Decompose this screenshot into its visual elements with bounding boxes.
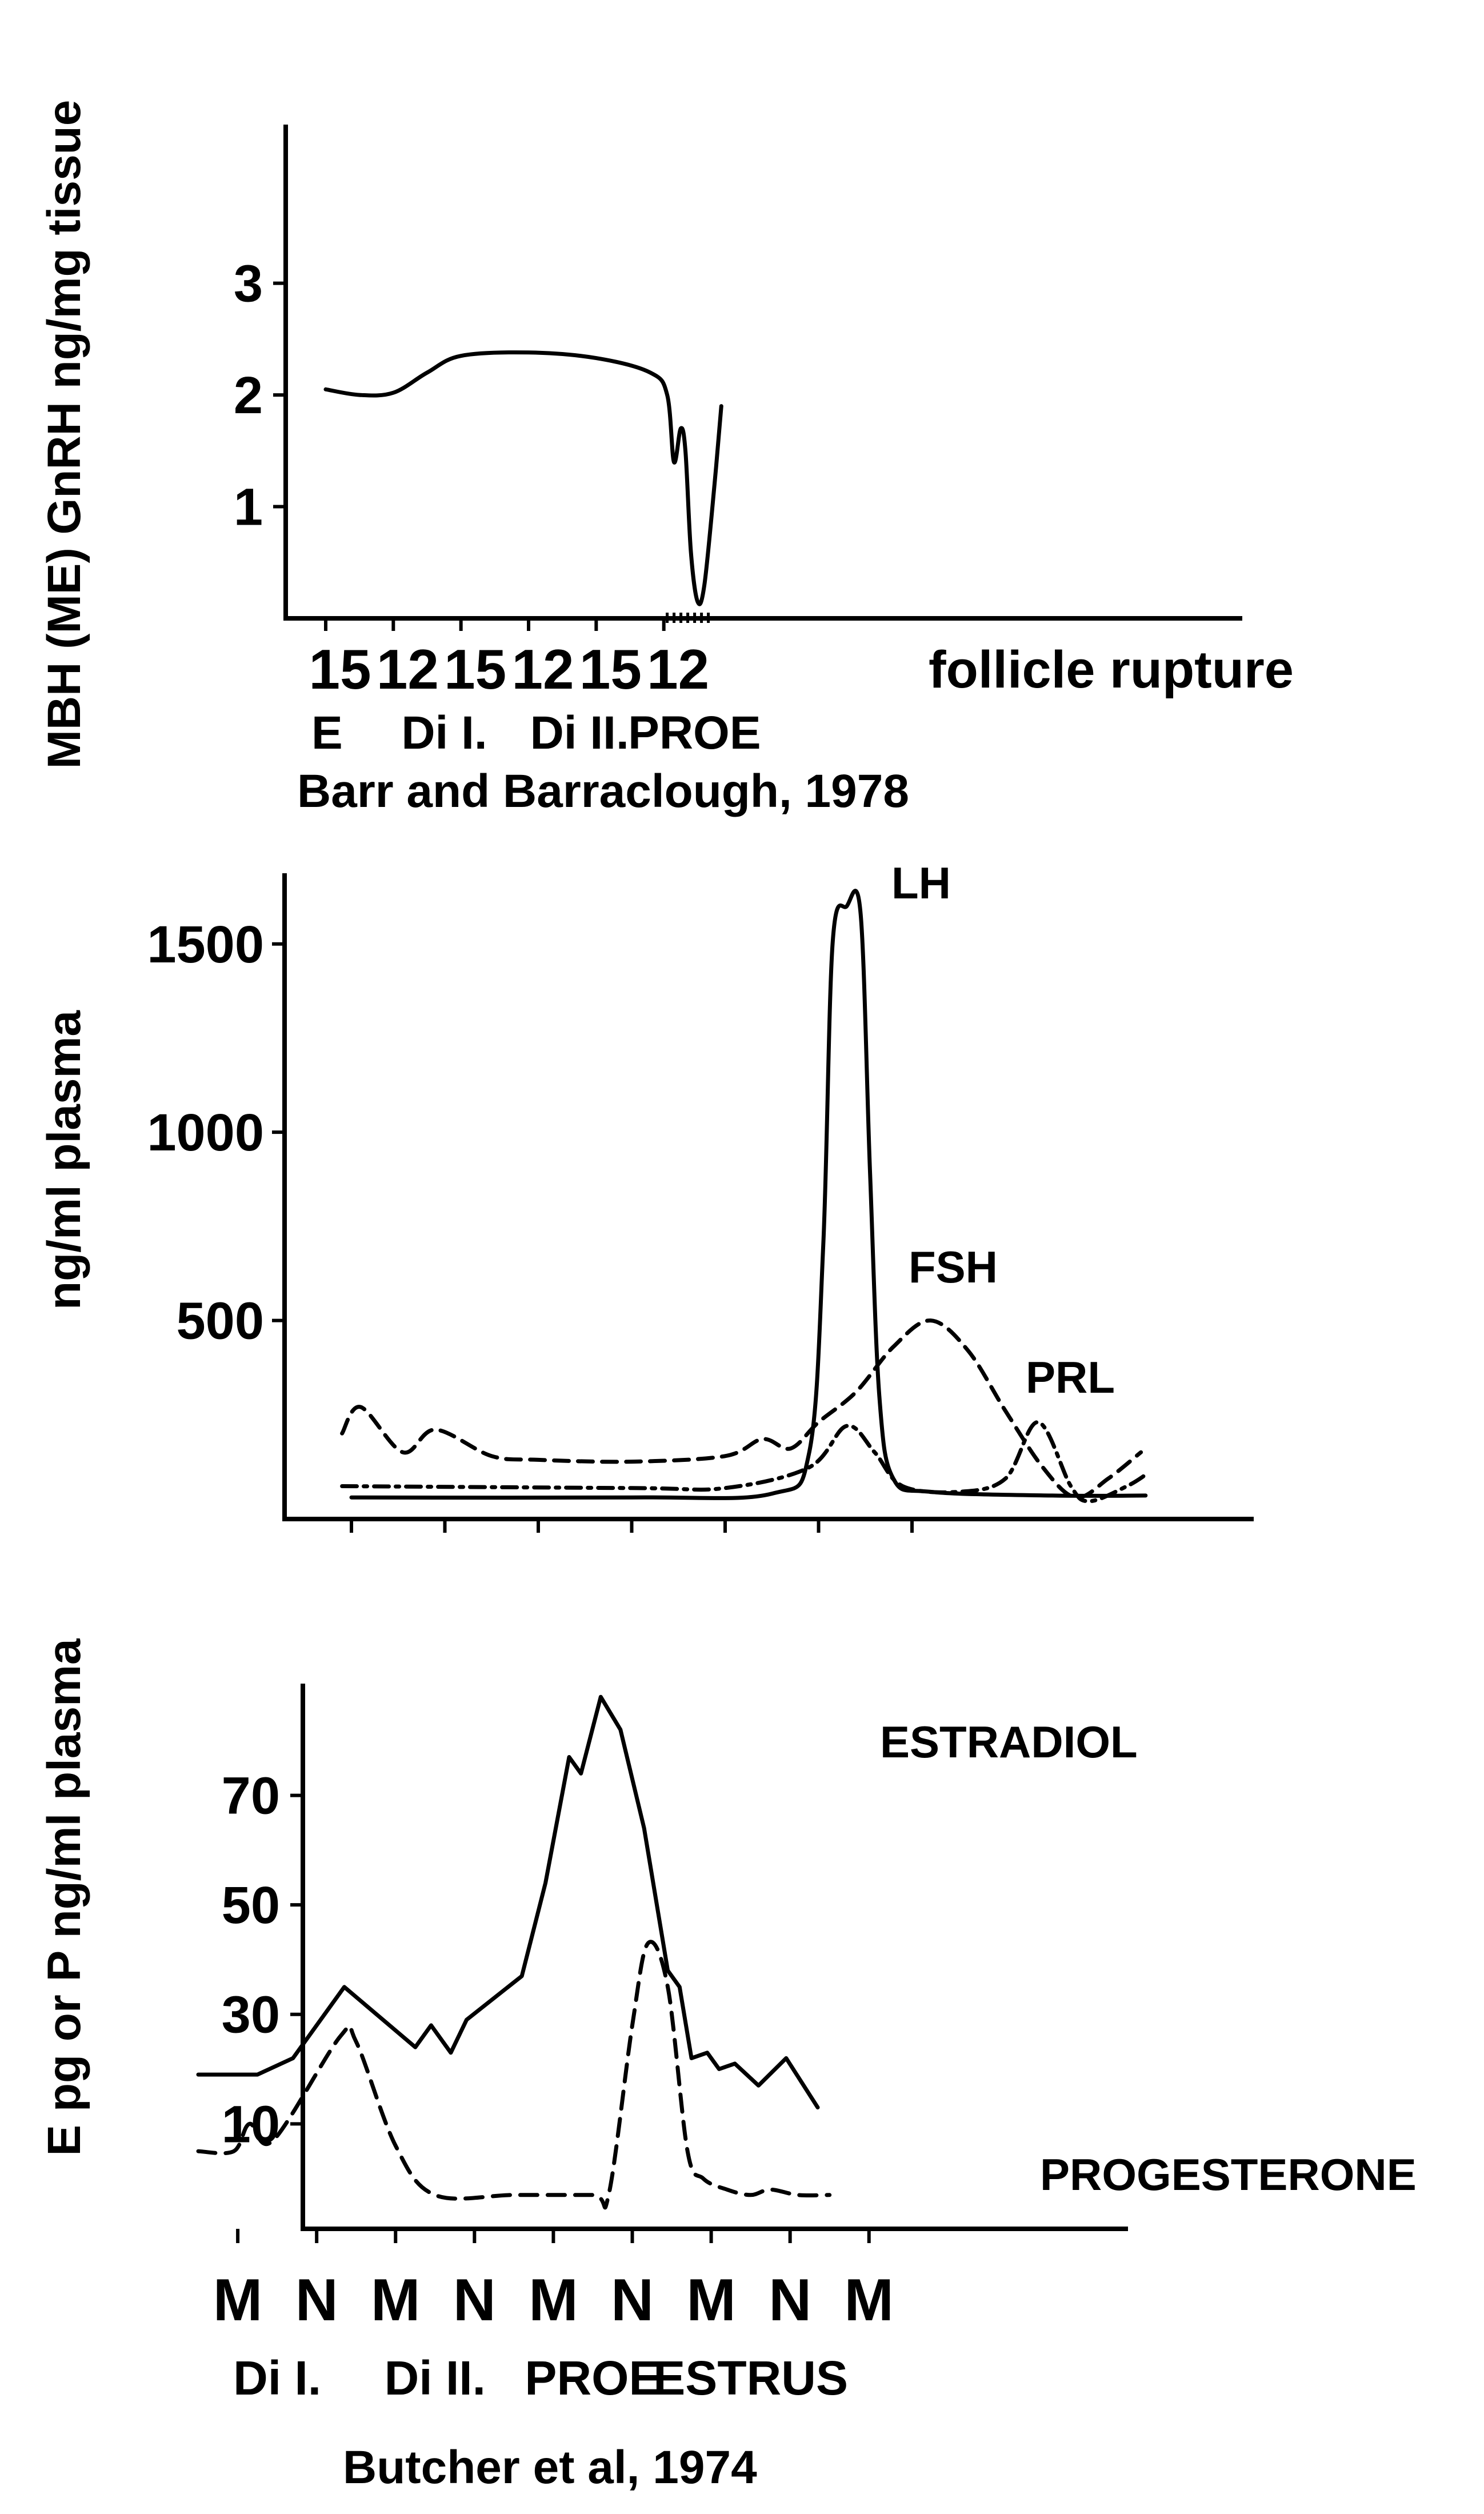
prl-series-label: PRL (1026, 1352, 1115, 1402)
gnrh-phase-label: PROE (628, 707, 761, 759)
gonadotropin-axes (282, 873, 1254, 1521)
gnrh-citation: Barr and Barraclough, 1978 (297, 765, 909, 817)
gnrh-x-tick-label: 15 (444, 638, 506, 701)
lh-curve (349, 889, 1148, 1500)
progesterone-curve (196, 1940, 832, 2210)
gnrh-x-tick-label: 12 (377, 638, 439, 701)
gnrh-x-ticks: 15 12 15 12 15 12 (309, 618, 709, 701)
follicle-rupture-annotation: follicle rupture (929, 641, 1294, 699)
steroid-x-tick-label: M (371, 2267, 421, 2333)
gnrh-phase-label: Di II. (530, 707, 629, 759)
steroid-y-axis-label: E pg or P ng/ml plasma (38, 1638, 90, 2156)
steroid-x-tick-label: M (213, 2267, 263, 2333)
gonadotropin-y-tick-label: 1000 (147, 1104, 264, 1162)
gnrh-panel: MBH (ME) GnRH ng/mg tissue 123 15 12 15 12 1… (38, 100, 1294, 817)
estradiol-curve (196, 1694, 820, 2110)
gnrh-y-tick-label: 2 (234, 366, 263, 425)
gnrh-x-tick-label: 12 (511, 638, 574, 701)
gonadotropin-panel: ng/ml plasma 500 1000 1500 LH FSH PRL (38, 858, 1254, 1533)
gnrh-x-tick-label: 12 (647, 638, 709, 701)
gnrh-dark-period-bar (666, 613, 710, 623)
steroid-phase-label: ESTRUS (653, 2351, 848, 2405)
steroid-x-tick-label: N (611, 2267, 654, 2333)
gnrh-y-tick-label: 3 (234, 255, 263, 313)
gnrh-phase-labels: E Di I. Di II.PROE (311, 707, 761, 759)
progesterone-series-label: PROGESTERONE (1040, 2149, 1417, 2200)
fsh-curve (340, 1318, 1143, 1500)
steroid-x-tick-label: N (769, 2267, 811, 2333)
lh-series-label: LH (891, 858, 951, 908)
steroid-x-tick-label: M (844, 2267, 894, 2333)
gnrh-y-axis-label: MBH (ME) GnRH ng/mg tissue (38, 100, 90, 769)
steroid-phase-label: Di I. (233, 2351, 321, 2405)
gnrh-curve (323, 350, 723, 606)
gnrh-x-tick-label: 15 (309, 638, 371, 701)
gnrh-phase-label: E (311, 707, 343, 759)
gnrh-y-tick-label: 1 (234, 478, 263, 537)
gnrh-axes (283, 125, 1242, 621)
steroid-citation: Butcher et al, 1974 (343, 2441, 757, 2493)
fsh-series-label: FSH (909, 1242, 998, 1292)
gonadotropin-y-tick-label: 500 (177, 1292, 265, 1350)
gnrh-y-ticks: 1 2 3 (234, 255, 286, 537)
gonadotropin-y-tick-label: 1500 (147, 916, 264, 974)
steroid-x-tick-label: M (529, 2267, 578, 2333)
steroid-y-tick-label: 30 (222, 1986, 280, 2044)
steroid-y-tick-label: 50 (222, 1876, 280, 1935)
steroid-y-tick-label: 70 (222, 1767, 280, 1825)
steroid-x-tick-label: N (295, 2267, 338, 2333)
prl-curve (340, 1420, 1148, 1504)
steroid-axes (301, 1684, 1128, 2231)
gonadotropin-y-axis-label: ng/ml plasma (38, 1010, 90, 1310)
gonadotropin-y-ticks: 500 1000 1500 (147, 916, 285, 1350)
estradiol-series-label: ESTRADIOL (880, 1717, 1138, 1767)
steroid-x-tick-label: N (453, 2267, 496, 2333)
steroid-x-tick-label: M (686, 2267, 736, 2333)
gonadotropin-x-ticks (350, 1519, 914, 1533)
gnrh-x-tick-label: 15 (579, 638, 642, 701)
steroid-phase-label: Di II. (385, 2351, 486, 2405)
gnrh-phase-label: Di I. (401, 707, 487, 759)
steroid-phase-label: PROE (525, 2351, 661, 2405)
